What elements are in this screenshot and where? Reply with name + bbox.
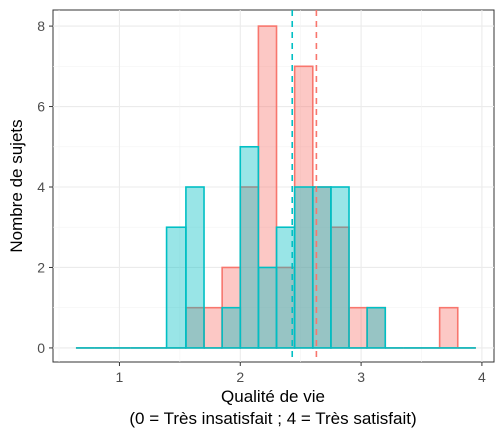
y-axis-title: Nombre de sujets <box>7 119 26 252</box>
histogram-bar <box>330 186 350 349</box>
histogram-bar <box>203 306 223 349</box>
histogram-bar <box>311 186 332 349</box>
x-tick-label: 2 <box>236 369 244 385</box>
x-axis-subtitle: (0 = Très insatisfait ; 4 = Très satisfa… <box>129 409 416 428</box>
x-axis-title: Qualité de vie <box>221 387 325 406</box>
histogram-bar <box>221 306 242 349</box>
axes: 0 2 4 6 8 1 2 3 4 <box>37 18 486 385</box>
x-tick-label: 4 <box>478 369 486 385</box>
histogram-bar <box>366 306 387 349</box>
y-tick-label: 6 <box>37 99 45 115</box>
y-tick-label: 2 <box>37 259 45 275</box>
y-tick-label: 8 <box>37 18 45 34</box>
histogram-bar <box>438 306 459 349</box>
plot-panel <box>52 9 495 363</box>
bars <box>75 25 476 349</box>
x-tick-label: 3 <box>357 369 365 385</box>
y-tick-label: 0 <box>37 340 45 356</box>
histogram-bar <box>239 145 260 349</box>
histogram-bar <box>165 226 187 349</box>
histogram-bar <box>185 186 205 349</box>
histogram-bar <box>293 186 314 349</box>
y-tick-label: 4 <box>37 179 45 195</box>
histogram-bar <box>257 266 278 349</box>
x-tick-label: 1 <box>116 369 124 385</box>
histogram-bar <box>348 306 368 349</box>
mean-lines <box>291 10 318 362</box>
